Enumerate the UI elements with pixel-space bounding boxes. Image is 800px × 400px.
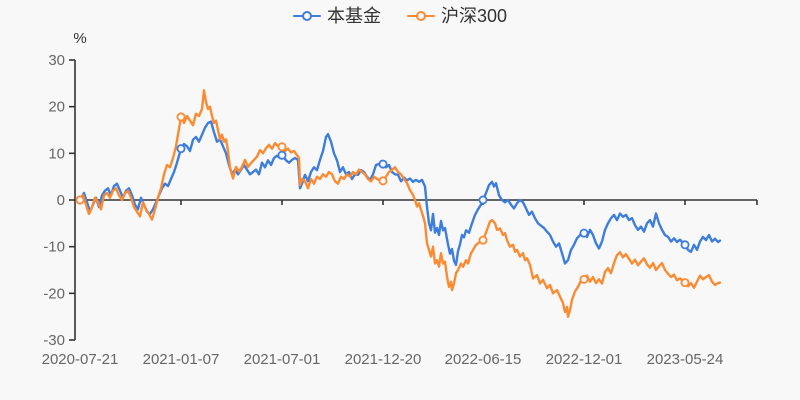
x-axis-date-label: 2023-05-24: [647, 351, 724, 368]
series-marker-0: [478, 195, 488, 205]
y-axis-tick-label: -20: [43, 285, 65, 302]
series-marker-1: [176, 112, 186, 122]
x-axis-date-label: 2021-07-01: [244, 351, 321, 368]
legend-line-circle-icon: [406, 11, 435, 21]
x-axis-date-label: 2022-06-15: [445, 351, 522, 368]
x-axis-date-label: 2020-07-21: [42, 351, 119, 368]
series-marker-1: [378, 176, 388, 186]
chart-legend: 本基金 沪深300: [0, 6, 800, 26]
series-marker-0: [378, 159, 388, 169]
y-axis-tick-label: 20: [48, 99, 65, 116]
series-marker-1: [478, 235, 488, 245]
series-marker-0: [680, 240, 690, 250]
series-marker-1: [75, 195, 85, 205]
legend-line-circle-icon: [292, 11, 321, 21]
y-axis-tick-label: -10: [43, 239, 65, 256]
x-axis-date-label: 2021-01-07: [143, 351, 220, 368]
y-axis-tick-label: 30: [48, 52, 65, 69]
series-marker-0: [277, 150, 287, 160]
series-marker-0: [579, 228, 589, 238]
series-line-0: [78, 120, 722, 267]
y-axis-unit-label: %: [73, 30, 87, 47]
series-line-1: [78, 89, 722, 318]
y-axis-tick-label: 0: [57, 192, 65, 209]
series-marker-1: [579, 274, 589, 284]
legend-label: 本基金: [326, 6, 381, 26]
y-axis-tick-label: 10: [48, 145, 65, 162]
series-marker-1: [277, 142, 287, 152]
x-axis-date-label: 2021-12-20: [345, 351, 422, 368]
legend-item-0[interactable]: 本基金: [292, 6, 381, 26]
x-axis-date-label: 2022-12-01: [546, 351, 623, 368]
legend-label: 沪深300: [440, 6, 508, 26]
series-marker-0: [176, 144, 186, 154]
y-axis-tick-label: -30: [43, 332, 65, 349]
legend-item-1[interactable]: 沪深300: [406, 6, 508, 26]
series-marker-1: [680, 278, 690, 288]
